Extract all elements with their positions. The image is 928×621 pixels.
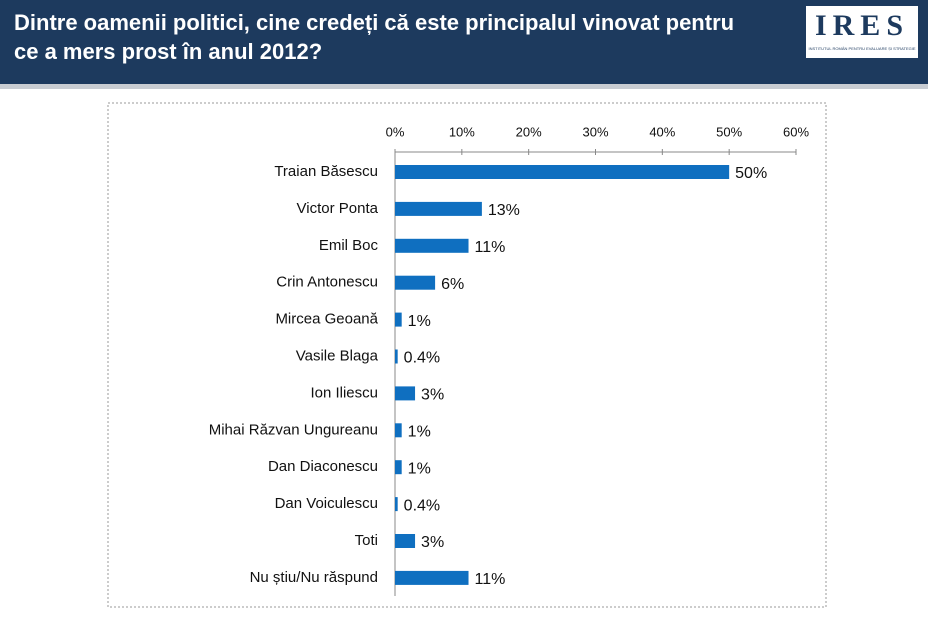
y-tick-label: Toti bbox=[355, 532, 378, 549]
x-tick-label: 20% bbox=[516, 124, 542, 139]
x-tick-label: 10% bbox=[449, 124, 475, 139]
logo-text: IRES bbox=[814, 9, 910, 42]
bar bbox=[395, 423, 402, 438]
x-tick-label: 50% bbox=[716, 124, 742, 139]
value-label: 1% bbox=[408, 313, 431, 330]
value-label: 6% bbox=[441, 276, 464, 293]
y-tick-label: Vasile Blaga bbox=[296, 347, 379, 364]
x-tick-label: 0% bbox=[386, 124, 405, 139]
y-tick-label: Mihai Răzvan Ungureanu bbox=[209, 421, 378, 438]
y-tick-label: Ion Iliescu bbox=[310, 384, 378, 401]
y-tick-label: Mircea Geoană bbox=[275, 311, 378, 328]
y-tick-label: Traian Băsescu bbox=[274, 163, 378, 180]
y-tick-label: Victor Ponta bbox=[297, 200, 379, 217]
bar bbox=[395, 349, 398, 364]
logo-subtitle: INSTITUTUL ROMÂN PENTRU EVALUARE ȘI STRA… bbox=[808, 46, 916, 51]
value-label: 3% bbox=[421, 387, 444, 404]
value-label: 3% bbox=[421, 534, 444, 551]
bar bbox=[395, 312, 402, 327]
y-tick-label: Dan Voiculescu bbox=[275, 495, 378, 512]
value-label: 1% bbox=[408, 460, 431, 477]
chart-frame bbox=[107, 102, 827, 608]
value-label: 1% bbox=[408, 424, 431, 441]
y-tick-label: Nu știu/Nu răspund bbox=[250, 569, 378, 586]
value-label: 50% bbox=[735, 165, 767, 182]
y-tick-label: Dan Diaconescu bbox=[268, 458, 378, 475]
value-label: 13% bbox=[488, 202, 520, 219]
bar bbox=[395, 570, 469, 585]
y-tick-label: Crin Antonescu bbox=[276, 274, 378, 291]
bar bbox=[395, 534, 416, 548]
header: Dintre oamenii politici, cine credeți că… bbox=[0, 0, 928, 84]
value-label: 11% bbox=[475, 239, 506, 256]
x-tick-label: 40% bbox=[649, 124, 675, 139]
value-label: 11% bbox=[475, 571, 506, 588]
bar bbox=[395, 165, 730, 179]
bar bbox=[395, 386, 416, 401]
bar bbox=[395, 201, 482, 216]
bar bbox=[395, 275, 436, 290]
bar bbox=[395, 238, 469, 253]
x-tick-label: 60% bbox=[783, 124, 809, 139]
value-label: 0.4% bbox=[404, 497, 440, 514]
divider bbox=[0, 84, 928, 89]
bar bbox=[395, 497, 398, 512]
bar bbox=[395, 460, 402, 475]
title: Dintre oamenii politici, cine credeți că… bbox=[14, 10, 735, 64]
logo: IRES INSTITUTUL ROMÂN PENTRU EVALUARE ȘI… bbox=[806, 6, 918, 58]
x-tick-label: 30% bbox=[582, 124, 608, 139]
value-label: 0.4% bbox=[404, 350, 440, 367]
y-tick-label: Emil Boc bbox=[319, 237, 379, 254]
